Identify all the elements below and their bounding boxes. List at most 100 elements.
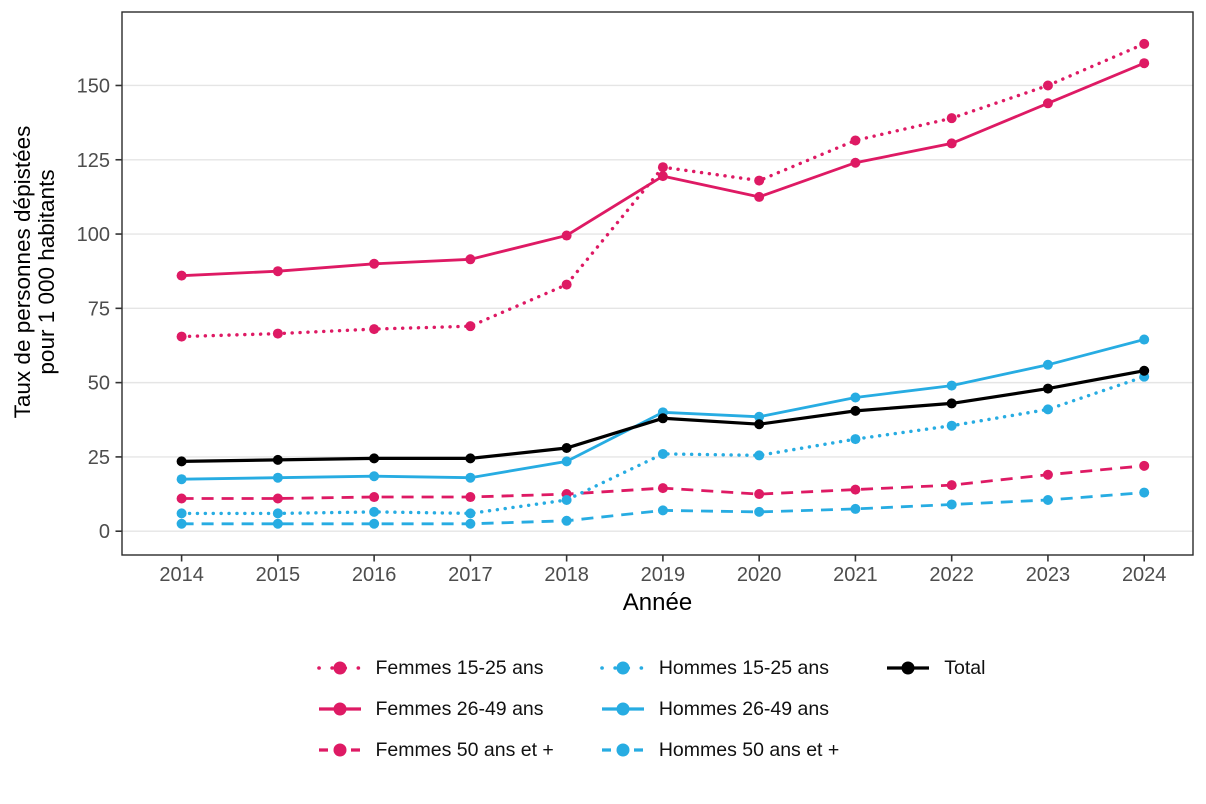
point-hommes-15-25-ans-2018 (561, 494, 572, 505)
x-tick-label-2023: 2023 (1026, 564, 1071, 586)
legend-key-femmes-26-49-ans-icon (318, 702, 361, 716)
point-femmes-15-25-ans-2024 (1139, 38, 1150, 49)
x-axis-title: Année (623, 589, 692, 616)
point-hommes-26-49-ans-2014 (176, 474, 187, 485)
point-hommes-50-ans-et-2023 (1042, 494, 1053, 505)
point-hommes-50-ans-et-2022 (946, 499, 957, 510)
series-line-femmes-50-ans-et (181, 464, 1145, 500)
x-tick-label-2020: 2020 (737, 564, 782, 586)
y-tick-label-0: 0 (99, 521, 110, 543)
panel-border (121, 11, 1194, 556)
y-axis-title-line-1: Taux de personnes dépistées (10, 126, 35, 419)
point-femmes-26-49-ans-2017 (465, 254, 476, 265)
point-femmes-50-ans-et-2019 (657, 483, 668, 494)
point-hommes-15-25-ans-2023 (1042, 404, 1053, 415)
legend-key-hommes-26-49-ans-icon (601, 702, 644, 716)
point-femmes-50-ans-et-2017 (465, 492, 476, 503)
legend-label-femmes-26-49-ans: Femmes 26-49 ans (375, 697, 544, 720)
point-hommes-26-49-ans-2018 (561, 456, 572, 467)
legend-key-hommes-50-ans-et-icon (601, 743, 644, 757)
point-total-2021 (850, 405, 861, 416)
x-tick-label-2018: 2018 (544, 564, 589, 586)
series-line-femmes-15-25-ans (179, 42, 1146, 339)
point-femmes-15-25-ans-2021 (850, 135, 861, 146)
point-femmes-15-25-ans-2015 (272, 328, 283, 339)
x-tick-label-2015: 2015 (256, 564, 301, 586)
point-hommes-26-49-ans-2020 (754, 411, 765, 422)
point-hommes-15-25-ans-2016 (369, 506, 380, 517)
x-tick-label-2022: 2022 (929, 564, 974, 586)
point-femmes-15-25-ans-2023 (1042, 80, 1053, 91)
point-total-2022 (946, 398, 957, 409)
legend-column-1: Femmes 15-25 ans Femmes 26-49 ans Femmes 5… (316, 656, 554, 762)
point-femmes-15-25-ans-2018 (561, 279, 572, 290)
plot-area-wrapper: 0 25 50 75 100 125 150 2014 2015 2016 2017 2018 2019… (10, 11, 1194, 616)
y-tick-label-100: 100 (77, 224, 110, 246)
point-total-2024 (1139, 365, 1150, 376)
chart-legend: Femmes 15-25 ans Femmes 26-49 ans Femmes 5… (316, 656, 985, 762)
point-hommes-50-ans-et-2015 (272, 518, 283, 529)
point-total-2018 (561, 442, 572, 453)
point-femmes-26-49-ans-2022 (946, 138, 957, 149)
point-total-2014 (176, 456, 187, 467)
legend-column-3: Total (885, 656, 985, 680)
legend-label-hommes-15-25-ans: Hommes 15-25 ans (658, 656, 829, 679)
point-femmes-15-25-ans-2017 (465, 321, 476, 332)
point-hommes-50-ans-et-2020 (754, 506, 765, 517)
legend-label-total: Total (944, 656, 986, 679)
point-femmes-50-ans-et-2015 (272, 493, 283, 504)
legend-key-hommes-15-25-ans-icon (600, 661, 646, 675)
point-femmes-50-ans-et-2014 (176, 493, 187, 504)
y-tick-label-75: 75 (88, 298, 110, 320)
legend-label-femmes-50-ans-et: Femmes 50 ans et + (375, 738, 554, 761)
legend-key-femmes-15-25-ans-icon (316, 661, 363, 675)
point-hommes-15-25-ans-2019 (657, 448, 668, 459)
point-total-2015 (272, 454, 283, 465)
point-total-2023 (1042, 383, 1053, 394)
point-femmes-26-49-ans-2024 (1139, 58, 1150, 69)
legend-label-femmes-15-25-ans: Femmes 15-25 ans (375, 656, 544, 679)
point-femmes-15-25-ans-2022 (946, 113, 957, 124)
point-total-2020 (754, 419, 765, 430)
point-total-2019 (657, 413, 668, 424)
point-femmes-50-ans-et-2020 (754, 489, 765, 500)
legend-item-femmes-50-ans-et: Femmes 50 ans et + (317, 738, 554, 762)
legend-label-hommes-26-49-ans: Hommes 26-49 ans (658, 697, 829, 720)
legend-item-hommes-50-ans-et: Hommes 50 ans et + (600, 738, 839, 762)
legend-label-hommes-50-ans-et: Hommes 50 ans et + (658, 738, 840, 761)
point-total-2017 (465, 453, 476, 464)
legend-key-total-icon (887, 661, 930, 675)
y-tick-label-150: 150 (77, 75, 110, 97)
point-femmes-26-49-ans-2023 (1042, 98, 1053, 109)
legend-item-femmes-26-49-ans: Femmes 26-49 ans (317, 697, 554, 721)
point-hommes-26-49-ans-2016 (369, 471, 380, 482)
point-hommes-15-25-ans-2017 (465, 508, 476, 519)
point-hommes-50-ans-et-2021 (850, 503, 861, 514)
point-femmes-50-ans-et-2022 (946, 480, 957, 491)
y-tick-label-50: 50 (88, 373, 110, 395)
x-tick-label-2021: 2021 (833, 564, 878, 586)
point-hommes-15-25-ans-2015 (272, 508, 283, 519)
point-hommes-15-25-ans-2014 (176, 508, 187, 519)
point-hommes-15-25-ans-2022 (946, 420, 957, 431)
line-chart-plot: 0 25 50 75 100 125 150 2014 2015 2016 2017 2018 2019… (10, 11, 1194, 616)
point-hommes-50-ans-et-2014 (176, 518, 187, 529)
point-femmes-26-49-ans-2019 (657, 171, 668, 182)
point-femmes-26-49-ans-2020 (754, 191, 765, 202)
point-total-2016 (369, 453, 380, 464)
x-tick-label-2014: 2014 (159, 564, 204, 586)
point-femmes-50-ans-et-2023 (1042, 469, 1053, 480)
point-hommes-26-49-ans-2017 (465, 472, 476, 483)
point-hommes-15-25-ans-2021 (850, 434, 861, 445)
point-femmes-15-25-ans-2016 (369, 324, 380, 335)
y-tick-label-25: 25 (88, 447, 110, 469)
point-femmes-15-25-ans-2014 (176, 331, 187, 342)
point-femmes-15-25-ans-2019 (657, 162, 668, 173)
point-hommes-50-ans-et-2016 (369, 518, 380, 529)
x-tick-label-2019: 2019 (641, 564, 686, 586)
point-femmes-50-ans-et-2024 (1139, 460, 1150, 471)
point-hommes-26-49-ans-2023 (1042, 359, 1053, 370)
point-hommes-50-ans-et-2017 (465, 518, 476, 529)
legend-item-femmes-15-25-ans: Femmes 15-25 ans (316, 656, 554, 680)
